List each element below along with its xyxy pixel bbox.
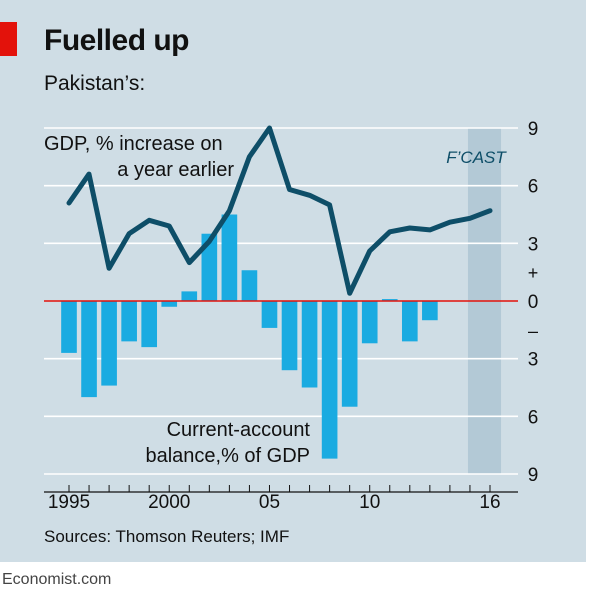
current-account-bar: [401, 301, 418, 342]
current-account-bar: [301, 301, 318, 388]
y-tick-label: 3: [528, 350, 539, 371]
y-tick-label: 3: [528, 234, 539, 255]
forecast-label: F’CAST: [446, 148, 507, 167]
chart-title: Fuelled up: [44, 24, 190, 57]
x-tick-labels: 1995 2000 05 10 16: [44, 485, 518, 513]
y-tick-label: 6: [528, 177, 539, 198]
chart-subtitle: Pakistan’s:: [44, 72, 146, 95]
source-note: Sources: Thomson Reuters; IMF: [44, 527, 290, 546]
current-account-bar: [101, 301, 117, 386]
gridlines: [44, 127, 518, 475]
plus-marker: +: [528, 263, 539, 283]
current-account-bar: [281, 301, 298, 371]
current-account-bar: [261, 301, 278, 328]
current-account-bar: [181, 291, 198, 301]
publisher-credit: Economist.com: [2, 571, 112, 588]
gdp-series-label-line-2: a year earlier: [117, 159, 234, 181]
y-tick-label: 9: [528, 119, 539, 140]
y-tick-labels: 9 6 3 0 3 6 9: [528, 119, 539, 486]
current-account-bar: [221, 214, 238, 301]
current-account-bar: [61, 301, 77, 353]
x-tick-label: 16: [479, 492, 500, 513]
current-account-bar: [361, 301, 378, 344]
minus-marker: –: [528, 321, 538, 341]
current-account-label-line-2: balance,% of GDP: [145, 445, 310, 467]
current-account-bar: [161, 301, 178, 307]
bar-series: [61, 214, 438, 459]
current-account-bar: [381, 299, 398, 301]
current-account-bar: [321, 301, 338, 459]
current-account-bar: [81, 301, 97, 398]
current-account-bar: [422, 301, 438, 321]
y-tick-label: 0: [528, 292, 539, 313]
current-account-bar: [121, 301, 137, 342]
current-account-label-line-1: Current-account: [167, 419, 311, 441]
x-tick-label: 2000: [148, 492, 190, 513]
chart-area: 9 6 3 0 3 6 9 1995 2000 05 10 16 + – F’CAST GDP, %…: [44, 119, 539, 513]
y-tick-label: 9: [528, 465, 539, 486]
y-tick-label: 6: [528, 407, 539, 428]
x-tick-label: 1995: [48, 492, 90, 513]
gdp-line: [66, 125, 493, 296]
gdp-series-label-line-1: GDP, % increase on: [44, 133, 223, 155]
brand-tag: [0, 22, 17, 56]
x-tick-label: 10: [359, 492, 380, 513]
current-account-bar: [141, 301, 158, 348]
current-account-bar: [201, 233, 218, 301]
current-account-bar: [241, 270, 258, 301]
x-tick-label: 05: [259, 492, 280, 513]
current-account-bar: [341, 301, 358, 407]
